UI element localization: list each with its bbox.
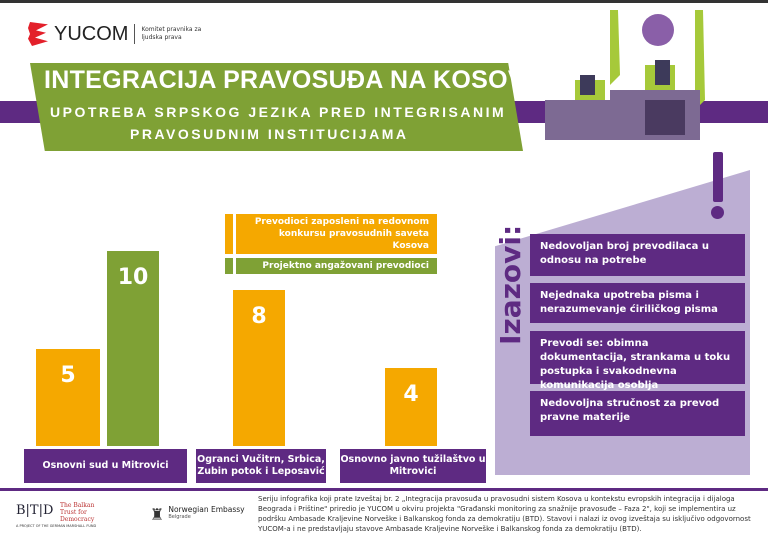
lion-crest-icon: ♜ [150,505,165,524]
challenge-item: Nedovoljan broj prevodilaca u odnosu na … [530,234,745,276]
exclamation-dot-icon [711,206,724,219]
category-label: Osnovno javno tužilaštvo u Mitrovici [340,449,486,483]
category-label: Ograncі Vučitrn, Srbica, Zubin potok i L… [196,449,326,483]
legend-item-project: Projektno angažovani prevodioci [225,258,437,274]
title-banner [30,63,523,151]
bar: 8 [233,290,285,446]
challenge-item: Prevodi se: obimna dokumentacija, strank… [530,331,745,391]
courtroom-illustration-icon [545,10,705,140]
data-label: 5 [60,362,76,388]
norway-city: Belgrade [168,514,191,520]
subtitle-1: UPOTREBA SRPSKOG JEZIKA PRED INTEGRISANI… [50,104,507,120]
footer-text: Seriju infografika koji prate Izveštaj b… [258,495,751,533]
exclamation-icon [713,152,723,202]
legend-item-regular: Prevodioci zaposleni na redovnom konkurs… [225,214,437,254]
data-label: 8 [251,304,267,329]
chart-legend: Prevodioci zaposleni na redovnom konkurs… [225,214,437,278]
challenge-item: Nejednaka upotreba pisma i nerazumevanje… [530,283,745,323]
subtitle-2: PRAVOSUDNIM INSTITUCIJAMA [130,126,409,142]
data-label: 10 [117,265,149,290]
challenges-heading: Izazovi: [494,224,527,345]
footer-divider [0,488,768,491]
logo-name: YUCOM [54,22,129,45]
data-label: 4 [403,382,419,407]
page-title: INTEGRACIJA PRAVOSUĐA NA KOSOVU [44,66,544,94]
bar: 4 [385,368,437,446]
challenge-item: Nedovoljna stručnost za prevod pravne ma… [530,391,745,436]
btd-name: The Balkan Trust for Democracy [60,502,95,523]
bar: 10 [107,251,159,446]
yucom-logo: YUCOM Komitet pravnika za ljudska prava [28,22,201,46]
yucom-logo-icon [28,22,48,46]
logo-sub: Komitet pravnika za ljudska prava [141,26,202,41]
bar: 5 [36,348,100,446]
norway-name: Norwegian Embassy [168,505,245,514]
btd-logo: B|T|D [16,503,54,518]
btd-project: A PROJECT OF THE GERMAN MARSHALL FUND [16,524,97,528]
norwegian-embassy-logo: ♜ Norwegian Embassy Belgrade [150,505,245,524]
category-label: Osnovni sud u Mitrovici [24,449,187,483]
